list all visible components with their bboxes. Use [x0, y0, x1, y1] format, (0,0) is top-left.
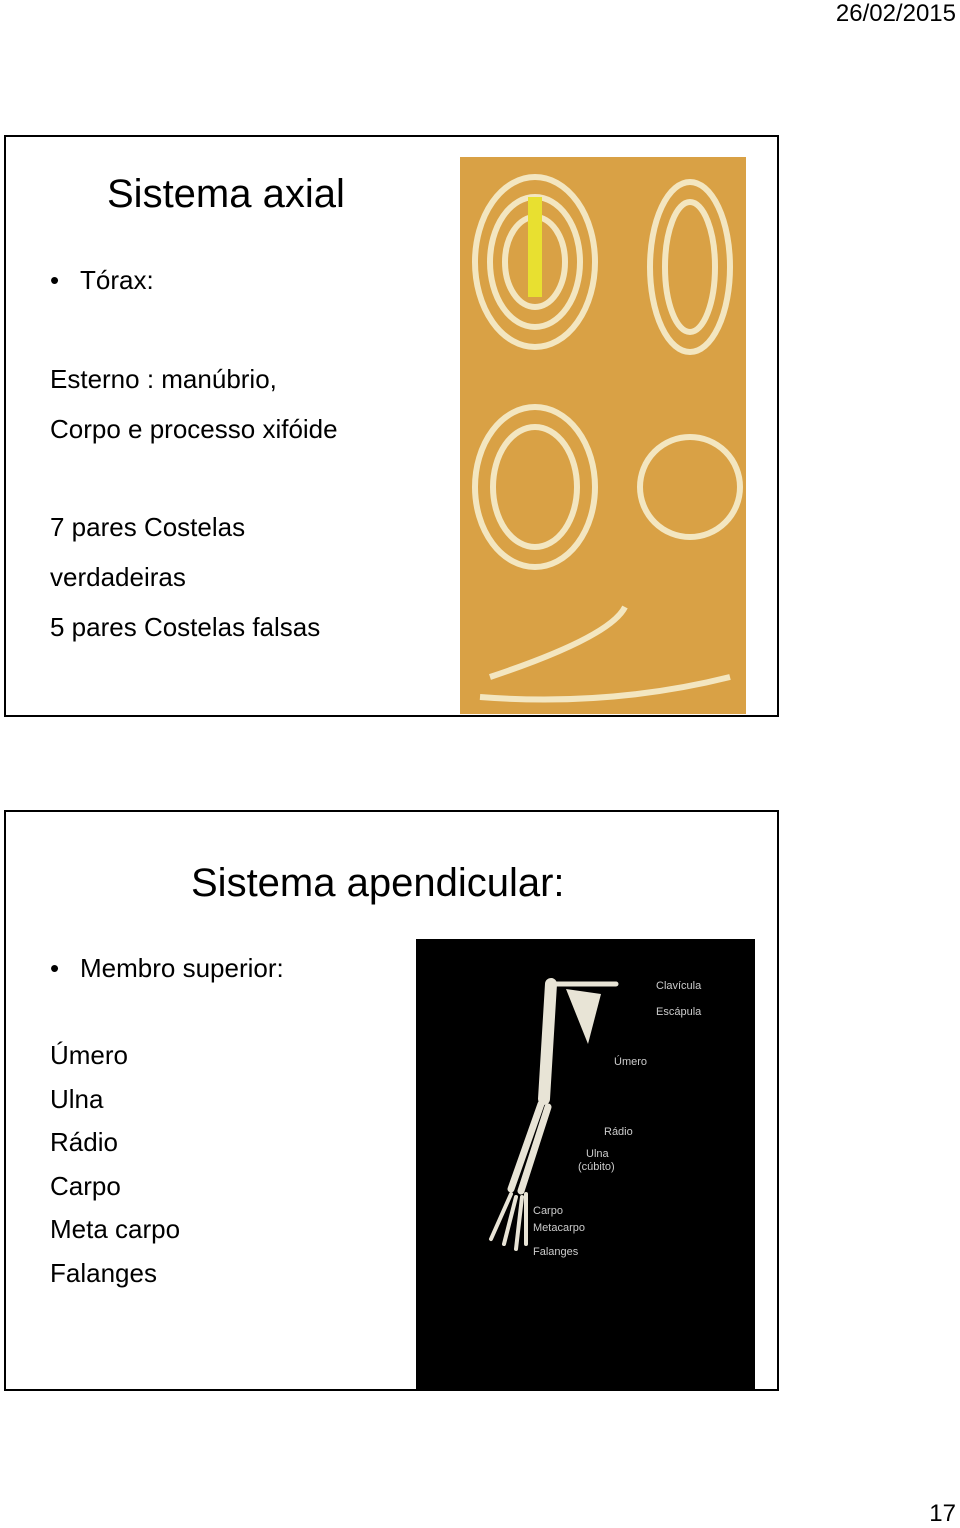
text-line: Meta carpo: [50, 1214, 181, 1245]
date: 26/02/2015: [835, 0, 956, 27]
image-label: Clavícula: [656, 980, 702, 992]
bullet: Tórax:: [50, 267, 154, 293]
image-label: Falanges: [533, 1246, 579, 1258]
text-line: Falanges: [50, 1258, 157, 1288]
image-label: Metacarpo: [533, 1222, 585, 1234]
slide-title: Sistema apendicular:: [191, 861, 565, 905]
image-label: Rádio: [604, 1126, 633, 1138]
text-line: Esterno : manúbrio,: [50, 364, 277, 394]
text-line: 5 pares Costelas falsas: [50, 612, 321, 642]
text-line: Carpo: [50, 1170, 121, 1201]
text-line: Corpo e processo xifóide: [50, 414, 338, 444]
text-line: 7 pares Costelas: [50, 512, 246, 542]
text-line: Ulna: [50, 1083, 104, 1114]
text-line: Úmero: [50, 1040, 129, 1070]
slide-title: Sistema axial: [107, 172, 345, 216]
image-label: (cúbito): [578, 1161, 615, 1173]
slide: [4, 810, 779, 1391]
page-number: 17: [929, 1500, 956, 1527]
image-label: Ulna: [586, 1148, 610, 1160]
text-line: Rádio: [50, 1127, 118, 1158]
image-label: Carpo: [533, 1205, 563, 1217]
text-line: verdadeiras: [50, 562, 186, 592]
image-label: Úmero: [614, 1055, 647, 1068]
arm-image: Clavícula Escápula Úmero Rádio Ulna(cúbito) C…: [416, 939, 755, 1391]
ribcage-image: [460, 157, 746, 714]
image-label: Escápula: [656, 1006, 702, 1018]
slide: [4, 135, 779, 717]
bullet: Membro superior:: [50, 955, 284, 981]
